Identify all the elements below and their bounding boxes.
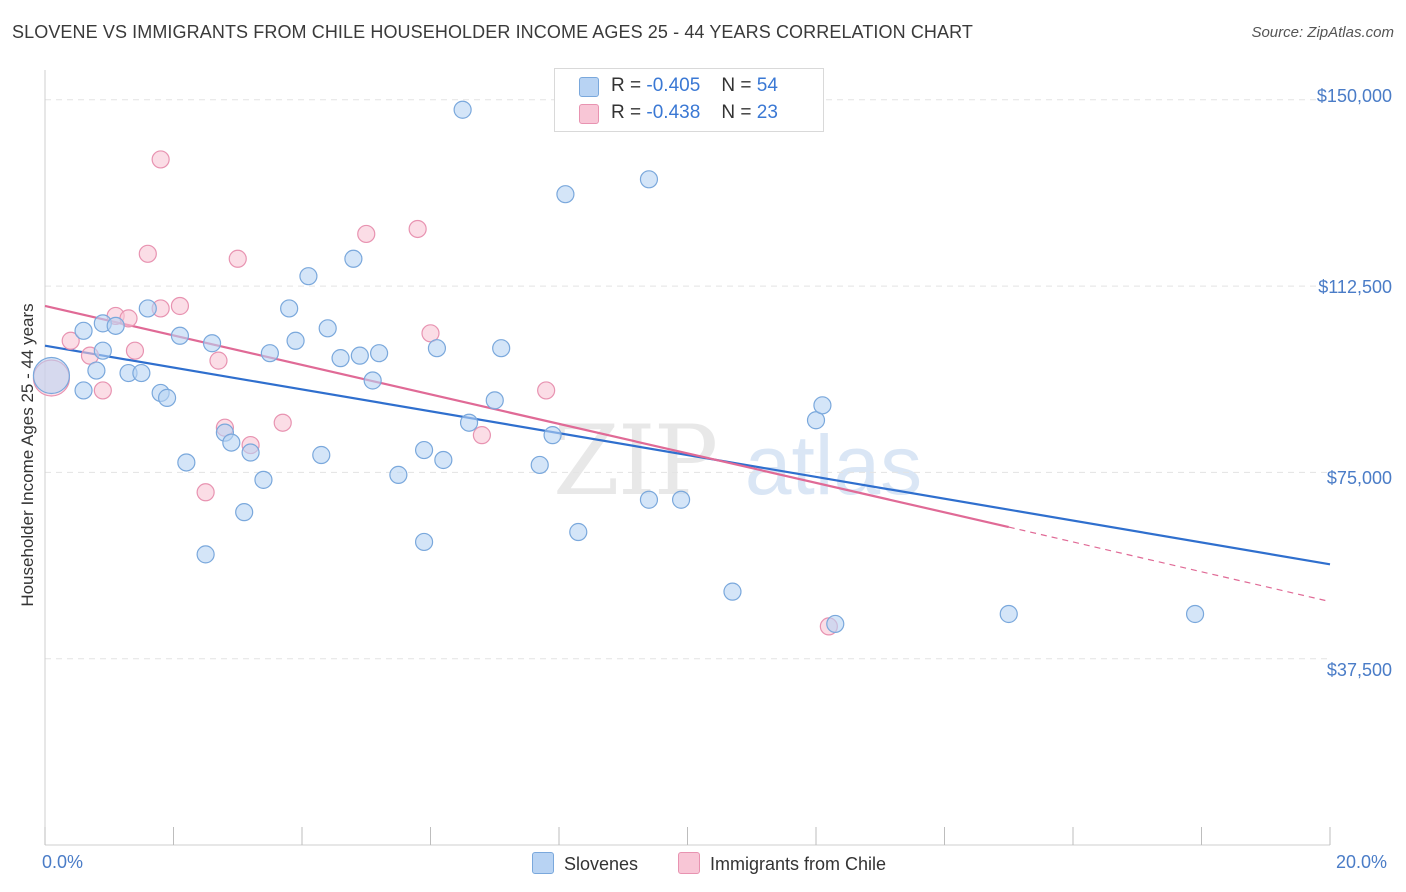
slovene-point: [74, 381, 93, 400]
slovene-point: [299, 267, 318, 286]
y-tick-label-112500: $112,500: [1318, 277, 1392, 297]
bottom-legend-label-slovenes: Slovenes: [564, 854, 639, 874]
slovene-point: [157, 388, 177, 407]
slovene-point: [280, 299, 299, 318]
slovene-point: [389, 465, 408, 484]
slovene-point: [414, 440, 434, 460]
axes: [44, 70, 1331, 846]
slovene-point: [639, 170, 659, 189]
chile-point: [138, 244, 157, 263]
slovene-point: [671, 490, 691, 509]
slovene-point: [363, 371, 382, 390]
watermark-zip: ZIP: [553, 405, 718, 517]
slovene-point: [434, 450, 453, 470]
slovene-point: [241, 443, 260, 462]
slovene-point: [485, 391, 504, 410]
legend-r-value-slovenes: -0.405: [646, 75, 701, 96]
chile-point: [151, 150, 170, 169]
source-label: Source: ZipAtlas.com: [1251, 24, 1394, 41]
chile-point: [61, 331, 80, 350]
slovene-point: [344, 249, 363, 268]
legend-swatch-chile: [579, 104, 599, 124]
slovene-point: [74, 321, 93, 340]
bottom-legend-swatch-slovenes: [532, 852, 554, 874]
slovene-point: [459, 413, 479, 432]
slovene-point: [93, 341, 112, 360]
slovene-point: [202, 334, 222, 353]
slovene-point: [196, 545, 215, 564]
slovene-point: [170, 326, 190, 345]
bottom-legend-chile: Immigrants from Chile: [678, 852, 886, 875]
slovene-point: [453, 100, 472, 119]
slovene-point: [492, 339, 511, 358]
watermark: ZIP atlas: [553, 405, 922, 517]
bottom-legend-swatch-chile: [678, 852, 700, 874]
slovene-point: [999, 604, 1018, 624]
chile-point: [273, 413, 292, 432]
slovene-point: [260, 344, 279, 363]
chile-point: [537, 381, 556, 400]
slovene-point: [235, 503, 254, 522]
slovene-point: [370, 344, 389, 363]
chile-point: [472, 426, 491, 445]
slovene-point: [1185, 604, 1205, 624]
slovene-point: [87, 361, 106, 380]
slovene-point: [138, 299, 157, 318]
legend-swatch-slovenes: [579, 77, 599, 97]
slovene-point: [318, 319, 337, 338]
trend-line-extension-chile: [1008, 526, 1331, 603]
data-points: [32, 100, 1205, 636]
slovene-point: [639, 490, 659, 509]
slovene-point: [414, 532, 434, 552]
chart-title: SLOVENE VS IMMIGRANTS FROM CHILE HOUSEHO…: [12, 22, 973, 42]
trend-line-chile: [44, 304, 1009, 529]
chile-point: [228, 249, 247, 268]
y-tick-label-75000: $75,000: [1326, 468, 1392, 488]
slovene-point: [723, 582, 742, 601]
chile-point: [93, 381, 112, 400]
slovene-point: [286, 331, 305, 350]
slovene-point: [826, 614, 845, 634]
y-tick-label-37500: $37,500: [1326, 660, 1392, 680]
slovene-point: [32, 356, 71, 395]
slovene-point: [569, 522, 588, 542]
trend-lines: [44, 304, 1331, 603]
legend-n-value-chile: 23: [756, 102, 778, 123]
slovene-point: [222, 433, 241, 452]
chile-point: [408, 219, 427, 239]
slovene-point: [556, 185, 575, 204]
slovene-point: [312, 445, 331, 465]
legend-r-value-chile: -0.438: [646, 102, 701, 123]
slovene-point: [254, 470, 273, 489]
legend-n-value-slovenes: 54: [756, 75, 778, 96]
slovene-point: [530, 455, 549, 475]
x-tick-label-min: 0.0%: [42, 852, 84, 872]
chile-point: [170, 296, 190, 316]
bottom-legend-slovenes: Slovenes: [532, 852, 638, 875]
slovene-point: [543, 426, 562, 445]
chile-point: [357, 224, 376, 244]
x-tick-label-max: 20.0%: [1336, 852, 1388, 872]
legend-n-label: N =: [721, 75, 752, 96]
legend-r-label: R =: [611, 75, 642, 96]
bottom-legend-label-chile: Immigrants from Chile: [710, 854, 887, 874]
slovene-point: [813, 396, 832, 415]
legend-n-label: N =: [721, 102, 752, 123]
slovene-point: [331, 349, 350, 368]
y-axis-label: Householder Income Ages 25 - 44 years: [18, 303, 37, 607]
slovene-point: [350, 346, 369, 365]
legend-r-label: R =: [611, 102, 642, 123]
trend-line-slovenes: [44, 344, 1331, 566]
slovene-point: [177, 453, 196, 472]
watermark-atlas: atlas: [744, 418, 923, 512]
correlation-legend: R = -0.405 N = 54 R = -0.438 N = 23: [554, 68, 824, 132]
chile-point: [125, 341, 145, 360]
chile-point: [209, 351, 228, 370]
slovene-point: [132, 363, 151, 383]
y-tick-label-150000: $150,000: [1316, 86, 1392, 106]
chile-point: [196, 483, 215, 502]
slovene-point: [427, 339, 447, 358]
slovene-point: [106, 316, 125, 335]
